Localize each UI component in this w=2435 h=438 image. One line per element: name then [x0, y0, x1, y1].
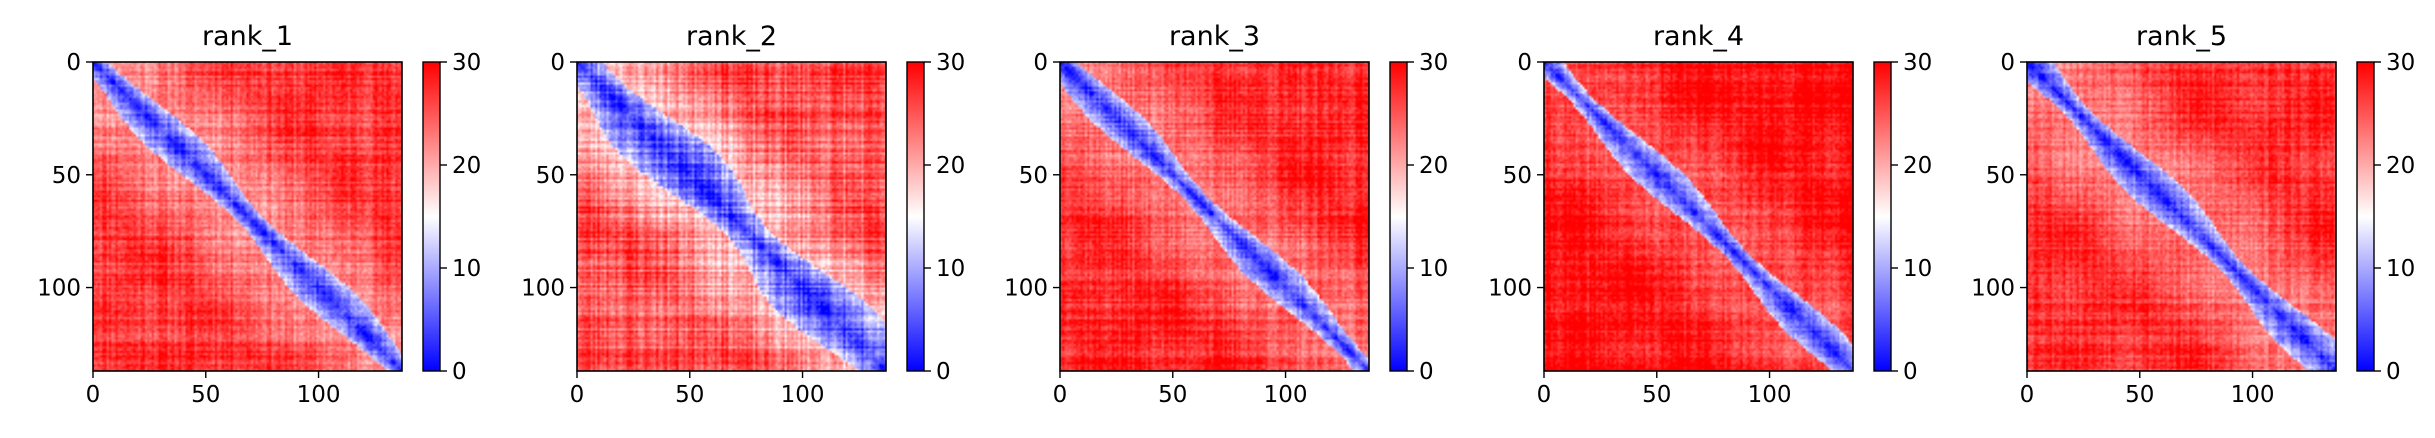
x-tick-label: 0 [1053, 382, 1068, 408]
x-tick-label: 100 [781, 382, 825, 408]
y-tick-label: 50 [1019, 163, 1048, 189]
colorbar [1873, 61, 1892, 372]
x-tick-label: 50 [191, 382, 220, 408]
panel-rank_4: rank_4 0 50 100 0 50 100 0 10 20 30 [1488, 21, 1932, 408]
colorbar-tick-label: 0 [936, 359, 951, 385]
colorbar-tick-label: 30 [452, 50, 481, 76]
y-tick-label: 100 [1488, 276, 1532, 302]
panel-rank_2: rank_2 0 50 100 0 50 100 0 10 20 30 [521, 21, 965, 408]
heatmap-image [1060, 62, 1369, 371]
panel-rank_5: rank_5 0 50 100 0 50 100 0 10 20 30 [1971, 21, 2415, 408]
colorbar-tick-label: 30 [1419, 50, 1448, 76]
heatmap-image [577, 62, 886, 371]
x-tick-label: 50 [675, 382, 704, 408]
y-tick-label: 100 [1971, 276, 2015, 302]
heatmap-image [93, 62, 402, 371]
colorbar [1389, 61, 1408, 372]
y-tick-label: 50 [1986, 163, 2015, 189]
colorbar-tick-label: 10 [1903, 256, 1932, 282]
panel-title: rank_4 [1653, 21, 1744, 52]
y-tick-label: 0 [2000, 50, 2015, 76]
x-tick-label: 100 [2231, 382, 2275, 408]
x-tick-label: 50 [1158, 382, 1187, 408]
x-tick-label: 100 [1264, 382, 1308, 408]
colorbar-tick-label: 30 [2386, 50, 2415, 76]
x-tick-label: 100 [297, 382, 341, 408]
y-tick-label: 0 [66, 50, 81, 76]
heatmap-frame [1543, 61, 1854, 372]
heatmap-frame [576, 61, 887, 372]
y-tick-label: 100 [521, 276, 565, 302]
panel-title: rank_3 [1169, 21, 1260, 52]
colorbar-tick-label: 10 [1419, 256, 1448, 282]
y-tick-label: 100 [37, 276, 81, 302]
colorbar-tick-label: 30 [936, 50, 965, 76]
x-tick-label: 0 [2020, 382, 2035, 408]
y-tick-label: 50 [1503, 163, 1532, 189]
colorbar-tick-label: 20 [1903, 153, 1932, 179]
colorbar-tick-label: 0 [1903, 359, 1918, 385]
x-tick-label: 100 [1748, 382, 1792, 408]
colorbar-tick-label: 20 [452, 153, 481, 179]
colorbar-tick-label: 0 [2386, 359, 2401, 385]
colorbar-tick-label: 20 [936, 153, 965, 179]
heatmap-image [2027, 62, 2336, 371]
colorbar-tick-label: 10 [2386, 256, 2415, 282]
colorbar-tick-label: 10 [452, 256, 481, 282]
colorbar [422, 61, 441, 372]
colorbar-tick-label: 20 [2386, 153, 2415, 179]
x-tick-label: 50 [2125, 382, 2154, 408]
x-tick-label: 0 [86, 382, 101, 408]
panel-title: rank_1 [202, 21, 293, 52]
heatmap-frame [2026, 61, 2337, 372]
colorbar-tick-label: 0 [452, 359, 467, 385]
heatmap-frame [1059, 61, 1370, 372]
y-tick-label: 50 [52, 163, 81, 189]
heatmap-frame [92, 61, 403, 372]
panel-rank_3: rank_3 0 50 100 0 50 100 0 10 20 30 [1004, 21, 1448, 408]
colorbar-tick-label: 30 [1903, 50, 1932, 76]
colorbar-tick-label: 10 [936, 256, 965, 282]
panel-rank_1: rank_1 0 50 100 0 50 100 0 10 20 30 [37, 21, 481, 408]
panel-title: rank_2 [686, 21, 777, 52]
colorbar-tick-label: 0 [1419, 359, 1434, 385]
colorbar [906, 61, 925, 372]
y-tick-label: 100 [1004, 276, 1048, 302]
y-tick-label: 0 [550, 50, 565, 76]
y-tick-label: 0 [1517, 50, 1532, 76]
heatmap-image [1544, 62, 1853, 371]
colorbar-tick-label: 20 [1419, 153, 1448, 179]
y-tick-label: 50 [536, 163, 565, 189]
panel-title: rank_5 [2136, 21, 2227, 52]
colorbar [2356, 61, 2375, 372]
x-tick-label: 0 [570, 382, 585, 408]
x-tick-label: 0 [1537, 382, 1552, 408]
y-tick-label: 0 [1033, 50, 1048, 76]
x-tick-label: 50 [1642, 382, 1671, 408]
